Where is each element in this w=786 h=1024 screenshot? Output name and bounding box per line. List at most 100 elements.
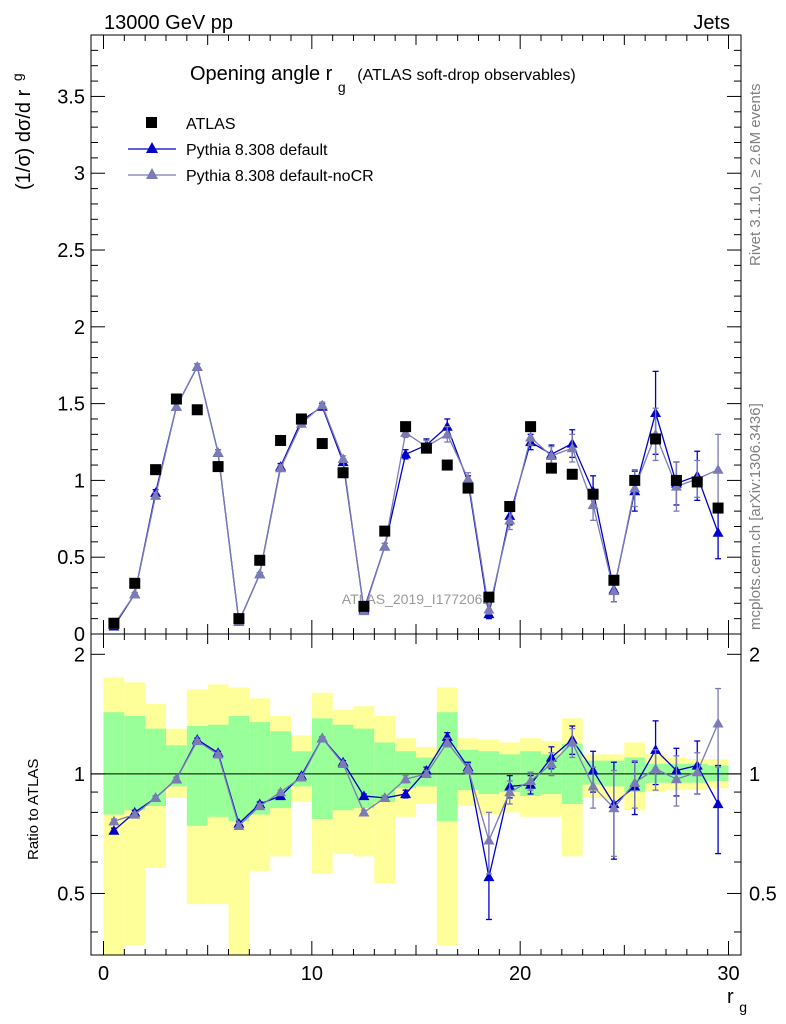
nocr-point [712, 464, 724, 474]
rivet-label: Rivet 3.1.10, ≥ 2.6M events [747, 84, 764, 267]
ratio-nocr-line [113, 723, 719, 843]
main-axis-ticks: 0 0.5 1 1.5 2 2.5 3 3.5 [57, 35, 741, 646]
band-inner [249, 722, 271, 815]
band-inner [478, 751, 500, 794]
ratio-ytick-label: 0.5 [57, 883, 85, 905]
atlas-point [566, 468, 578, 480]
ratio-uncertainty-bands [103, 677, 729, 955]
atlas-point [212, 461, 224, 473]
atlas-point [650, 433, 662, 445]
main-ytick-label: 1.5 [57, 394, 85, 416]
atlas-point [462, 482, 474, 494]
ratio-nocr-point [108, 815, 120, 826]
nocr-point [545, 450, 557, 460]
header-right: Jets [693, 12, 730, 34]
nocr-point [483, 603, 495, 614]
legend-label-default: Pythia 8.308 default [186, 142, 328, 159]
band-inner [145, 728, 166, 807]
atlas-point [545, 462, 557, 474]
atlas-point [337, 467, 349, 479]
ratio-ytick-label-right: 0.5 [749, 883, 777, 905]
atlas-point [712, 502, 724, 514]
band-inner [291, 751, 312, 787]
ratio-xtick-label: 30 [717, 963, 739, 985]
ratio-series-layer [108, 687, 724, 921]
main-series-layer [108, 361, 724, 631]
ratio-nocr-point [670, 773, 682, 784]
ratio-nocr-point [650, 763, 662, 773]
atlas-point [233, 613, 245, 625]
ratio-ylabel: Ratio to ATLAS [25, 759, 42, 860]
main-ytick-label: 1 [74, 470, 85, 492]
atlas-point [170, 393, 182, 405]
atlas-point [400, 421, 412, 433]
main-ytick-label: 3.5 [57, 86, 85, 108]
band-inner [228, 715, 250, 822]
legend-label-atlas: ATLAS [186, 116, 236, 133]
ratio-nocr-point [233, 820, 245, 830]
atlas-point [108, 617, 120, 629]
watermark: ATLAS_2019_I1772062 [342, 591, 491, 607]
nocr-point [150, 490, 162, 500]
ratio-default-point [400, 788, 412, 799]
band-inner [166, 745, 187, 787]
band-inner [124, 715, 146, 811]
nocr-point [316, 399, 328, 410]
mcplots-label: mcplots.cern.ch [arXiv:1306.3436] [747, 403, 764, 630]
ratio-ytick-label-right: 2 [749, 644, 760, 666]
ratio-xtick-label: 0 [98, 963, 109, 985]
ratio-nocr-point [275, 786, 287, 797]
ratio-nocr-point [212, 748, 224, 759]
nocr-point [629, 482, 641, 493]
atlas-point [295, 413, 307, 425]
ratio-nocr-point [629, 777, 641, 787]
legend-marker-default [146, 142, 158, 153]
ratio-nocr-point [587, 780, 599, 791]
nocr-point [170, 401, 182, 411]
default-point [400, 448, 412, 459]
ratio-default-point [650, 744, 662, 754]
legend-label-nocr: Pythia 8.308 default-noCR [186, 168, 374, 185]
legend-marker-nocr [146, 168, 158, 179]
band-inner [207, 724, 229, 817]
atlas-point [670, 474, 682, 486]
atlas-point [608, 574, 620, 586]
ratio-ytick-label-right: 1 [749, 764, 760, 786]
ratio-nocr-point [545, 758, 557, 768]
band-inner [436, 712, 458, 822]
atlas-point [504, 501, 516, 513]
default-line [113, 364, 719, 627]
ratio-nocr-point [525, 775, 537, 786]
band-inner [395, 751, 416, 789]
nocr-point [212, 447, 224, 457]
ratio-frame [90, 633, 742, 956]
nocr-line [113, 364, 719, 626]
ratio-nocr-point [295, 771, 307, 782]
atlas-point [629, 474, 641, 486]
main-panel: 0 0.5 1 1.5 2 2.5 3 3.5 Opening angle r g (ATLA… [9, 34, 742, 646]
ratio-nocr-point [400, 773, 412, 784]
ratio-nocr-point [316, 732, 328, 743]
atlas-point [191, 404, 203, 416]
atlas-point [691, 476, 703, 488]
band-inner [374, 742, 396, 802]
default-point [441, 421, 453, 431]
header-left: 13000 GeV pp [104, 12, 233, 34]
main-ytick-label: 3 [74, 163, 85, 185]
nocr-point [504, 514, 516, 525]
ratio-nocr-point [441, 736, 453, 747]
ratio-xlabel-subscript: g [739, 999, 747, 1015]
main-title: Opening angle r g (ATLAS soft-drop obser… [190, 63, 576, 97]
ratio-default-point [712, 798, 724, 809]
ratio-xlabel: r g [727, 986, 747, 1015]
atlas-point [275, 434, 287, 446]
ratio-ytick-label: 1 [74, 764, 85, 786]
nocr-point [254, 568, 266, 579]
ratio-nocr-point [358, 806, 370, 817]
atlas-point [358, 600, 370, 612]
band-inner [103, 712, 125, 815]
nocr-point [441, 428, 453, 439]
atlas-point [316, 438, 328, 450]
ratio-nocr-point [150, 792, 162, 803]
ratio-nocr-point [254, 800, 266, 811]
